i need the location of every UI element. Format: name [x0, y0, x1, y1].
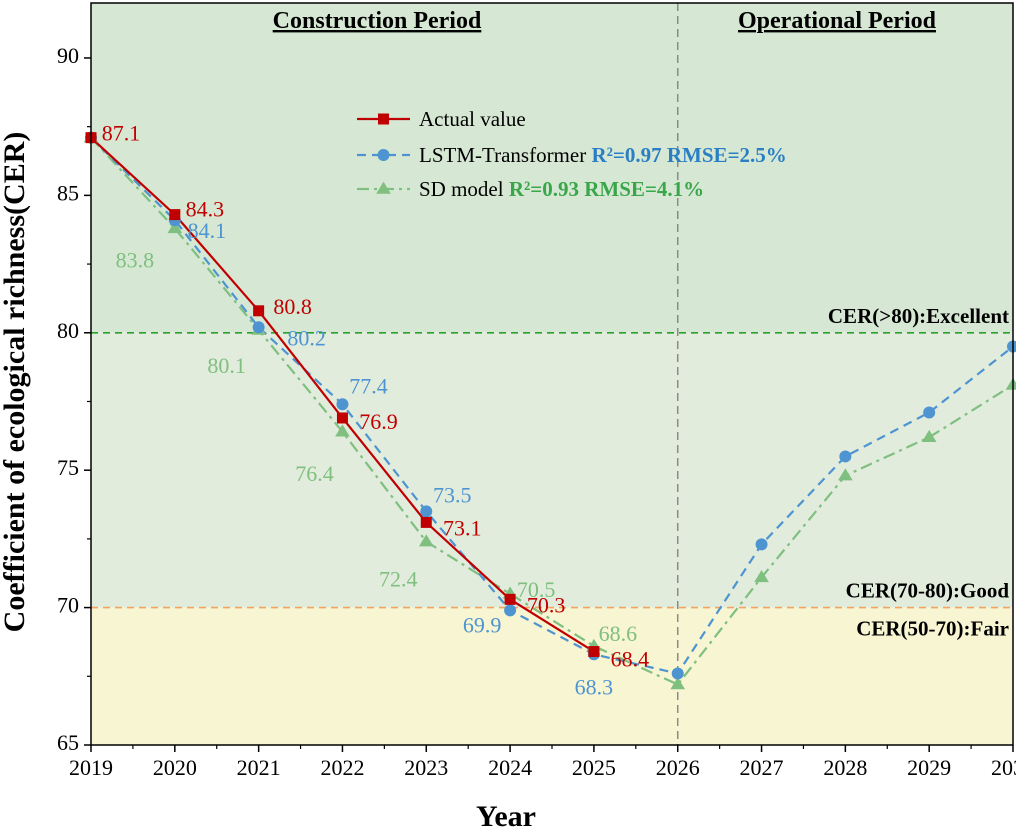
legend-entry-1: LSTM-Transformer R²=0.97 RMSE=2.5%	[419, 143, 787, 167]
y-tick-label-65: 65	[57, 730, 79, 755]
marker-s0-2020	[169, 209, 181, 221]
y-axis-title: Coefficient of ecological richness(CER)	[0, 132, 31, 633]
data-label-s1-2020: 84.1	[188, 218, 227, 243]
marker-s1-2027	[755, 538, 768, 551]
data-label-s1-2021: 80.2	[287, 325, 326, 350]
x-axis-title: Year	[476, 800, 536, 830]
marker-s2-2027	[754, 570, 769, 583]
data-label-s0-2021: 80.8	[273, 294, 312, 319]
data-label-s2-2021: 80.1	[207, 353, 246, 378]
marker-s1-2024	[504, 604, 517, 617]
y-tick-label-85: 85	[57, 180, 79, 205]
legend-marker-1	[377, 149, 390, 161]
x-tick-label-2022: 2022	[320, 755, 364, 780]
data-label-s2-2025: 68.6	[599, 621, 638, 646]
zone-label-good: CER(70-80):Good	[846, 579, 1010, 603]
x-tick-label-2025: 2025	[572, 755, 616, 780]
legend-marker-0	[378, 113, 389, 125]
data-label-s0-2023: 73.1	[443, 515, 482, 540]
period-label-construction: Construction Period	[273, 8, 482, 34]
legend-label-1: LSTM-Transformer	[419, 143, 586, 167]
data-label-s1-2025: 68.3	[575, 674, 614, 699]
x-tick-label-2027: 2027	[740, 755, 784, 780]
marker-s0-2022	[336, 412, 348, 424]
y-tick-label-70: 70	[57, 593, 79, 618]
marker-s1-2030	[1007, 340, 1016, 353]
marker-s0-2021	[253, 305, 265, 317]
zone-band-1	[91, 332, 1013, 608]
marker-s2-2023	[418, 534, 434, 547]
marker-s2-2022	[335, 424, 350, 437]
data-label-s0-2024: 70.3	[527, 592, 566, 617]
marker-s0-2023	[420, 516, 432, 528]
zone-label-fair: CER(50-70):Fair	[856, 617, 1009, 641]
data-label-s1-2022: 77.4	[349, 373, 388, 398]
zone-band-0	[91, 3, 1013, 333]
y-tick-label-80: 80	[57, 318, 79, 343]
legend-entry-0: Actual value	[419, 107, 526, 131]
data-label-s1-2024: 69.9	[463, 612, 502, 637]
data-label-s0-2022: 76.9	[359, 409, 398, 434]
legend-marker-2	[376, 181, 391, 194]
marker-s2-2028	[838, 468, 853, 481]
marker-s1-2029	[923, 406, 936, 419]
zone-band-2	[91, 607, 1013, 745]
x-tick-label-2024: 2024	[488, 755, 532, 780]
y-tick-label-75: 75	[57, 455, 79, 480]
marker-s0-2024	[504, 593, 516, 605]
x-tick-label-2028: 2028	[823, 755, 867, 780]
series-line-2	[90, 136, 1014, 686]
data-label-s2-2024: 70.5	[517, 577, 556, 602]
legend-metric-1: R²=0.97 RMSE=2.5%	[586, 143, 787, 167]
marker-s1-2026	[671, 667, 684, 680]
data-label-s2-2023: 72.4	[379, 567, 418, 592]
data-label-s2-2022: 76.4	[295, 461, 334, 486]
marker-s1-2028	[839, 450, 852, 463]
marker-s2-2029	[921, 429, 937, 442]
data-label-s0-2025: 68.4	[611, 647, 650, 672]
period-label-operational: Operational Period	[738, 8, 937, 34]
marker-s0-2025	[588, 646, 600, 658]
x-tick-label-2019: 2019	[69, 755, 113, 780]
x-tick-label-2030: 2030	[991, 755, 1016, 780]
data-label-s0-2019: 87.1	[102, 121, 141, 146]
zone-label-excellent: CER(>80):Excellent	[828, 304, 1009, 328]
marker-s2-2020	[167, 221, 183, 234]
legend-label-2: SD model	[419, 177, 504, 201]
legend-metric-2: R²=0.93 RMSE=4.1%	[504, 177, 705, 201]
legend-label-0: Actual value	[419, 107, 526, 131]
marker-s1-2021	[252, 321, 265, 334]
x-tick-label-2020: 2020	[153, 755, 197, 780]
x-tick-label-2026: 2026	[656, 755, 700, 780]
legend-entry-2: SD model R²=0.93 RMSE=4.1%	[419, 177, 704, 201]
data-label-s2-2020: 83.8	[116, 247, 155, 272]
series-line-1	[90, 136, 1014, 675]
y-tick-label-90: 90	[57, 43, 79, 68]
data-label-s0-2020: 84.3	[186, 197, 225, 222]
x-tick-label-2021: 2021	[237, 755, 281, 780]
data-label-s1-2023: 73.5	[433, 482, 472, 507]
marker-s1-2022	[336, 398, 349, 411]
marker-s2-2026	[670, 677, 686, 690]
x-tick-label-2023: 2023	[404, 755, 448, 780]
marker-s1-2023	[420, 505, 433, 518]
x-tick-label-2029: 2029	[907, 755, 951, 780]
